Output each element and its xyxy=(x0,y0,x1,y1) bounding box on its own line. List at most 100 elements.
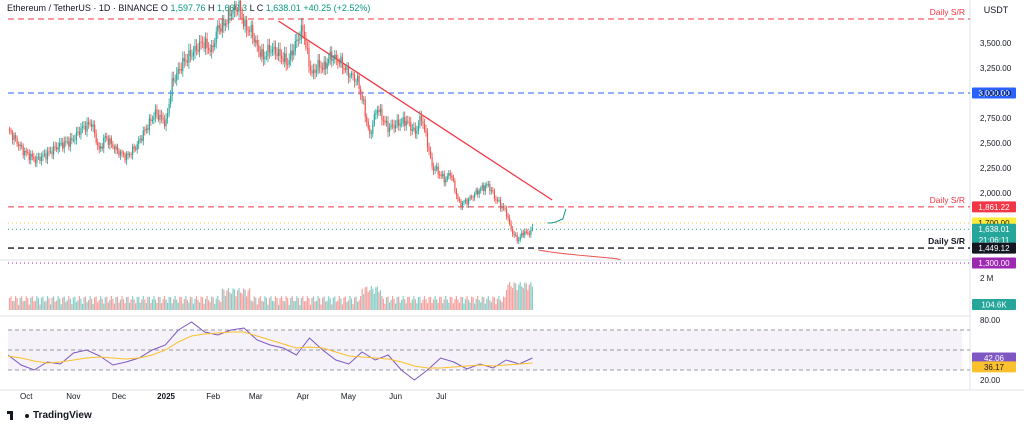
volume-bar xyxy=(56,300,58,310)
candle-body xyxy=(136,144,138,150)
volume-bar xyxy=(531,286,533,310)
candle-body xyxy=(509,217,511,224)
candle-body xyxy=(214,43,216,47)
candle-body xyxy=(217,25,219,32)
candle-body xyxy=(208,47,210,50)
volume-bar xyxy=(112,298,114,310)
volume-bar xyxy=(151,299,153,310)
volume-bar xyxy=(100,296,102,310)
candle-body xyxy=(142,130,144,141)
volume-bar xyxy=(132,296,134,310)
candle-body xyxy=(376,110,378,114)
candle-body xyxy=(486,184,488,186)
candle-body xyxy=(291,50,293,56)
time-tick-label: Jun xyxy=(389,392,402,401)
volume-bar xyxy=(243,288,245,310)
candle-body xyxy=(518,239,520,241)
volume-bar xyxy=(319,298,321,310)
volume-bar xyxy=(361,288,363,310)
candle-body xyxy=(372,123,374,134)
volume-bar xyxy=(259,296,261,310)
price-badge xyxy=(972,257,1016,269)
volume-bar xyxy=(449,296,451,310)
candle-body xyxy=(281,55,283,59)
candle-body xyxy=(125,153,128,161)
candle-body xyxy=(499,200,502,209)
candle-body xyxy=(381,108,383,121)
candle-body xyxy=(227,9,229,24)
candle-body xyxy=(334,54,336,60)
candle-body xyxy=(375,113,377,115)
candle-body xyxy=(132,146,134,155)
volume-bar xyxy=(113,303,115,310)
candle-body xyxy=(109,138,111,145)
volume-bar xyxy=(391,296,394,310)
volume-bar xyxy=(94,297,96,310)
bullish-projection-arrow xyxy=(547,208,567,224)
candle-body xyxy=(133,146,135,149)
candle-body xyxy=(524,231,526,236)
volume-bar xyxy=(180,297,182,310)
price-badge-label: 1,700.00 xyxy=(978,219,1010,228)
candle-body xyxy=(449,173,451,176)
candle-body xyxy=(332,59,334,61)
candle-body xyxy=(466,199,468,205)
candle-body xyxy=(528,233,530,235)
candle-body xyxy=(414,127,416,134)
candle-body xyxy=(513,233,515,236)
tradingview-logo[interactable]: TradingView xyxy=(7,410,92,421)
candle-body xyxy=(296,39,298,42)
volume-bar xyxy=(118,302,120,310)
candle-body xyxy=(495,198,497,201)
volume-bar xyxy=(86,302,88,310)
candle-body xyxy=(148,118,150,130)
candle-body xyxy=(315,70,318,73)
volume-bar xyxy=(338,296,340,310)
candle-body xyxy=(206,38,208,48)
candle-body xyxy=(294,41,296,52)
candle-body xyxy=(306,47,309,49)
volume-bar xyxy=(95,296,97,310)
candle-body xyxy=(331,51,333,61)
candle-body xyxy=(422,120,424,124)
candle-body xyxy=(192,52,195,56)
volume-bar xyxy=(53,296,55,310)
candle-body xyxy=(522,232,524,236)
candle-body xyxy=(501,206,503,209)
candle-body xyxy=(21,144,23,147)
volume-bar xyxy=(290,297,292,310)
volume-bar xyxy=(69,298,71,310)
candle-body xyxy=(428,147,430,151)
volume-bar xyxy=(91,298,93,310)
candle-body xyxy=(224,23,226,26)
candle-body xyxy=(417,125,419,131)
candle-body xyxy=(521,232,523,237)
candle-body xyxy=(80,128,82,135)
tradingview-dot-icon xyxy=(25,413,29,418)
candle-body xyxy=(229,9,231,17)
quote-currency-label[interactable]: USDT xyxy=(984,5,1009,15)
volume-bar xyxy=(323,296,325,310)
volume-bar xyxy=(267,304,269,310)
price-tick-label: 2,750.00 xyxy=(980,114,1012,123)
volume-bar xyxy=(10,296,12,310)
candle-body xyxy=(271,49,274,52)
candle-body xyxy=(163,120,166,127)
candle-body xyxy=(236,9,239,12)
volume-bar xyxy=(413,296,415,310)
candle-body xyxy=(519,236,521,240)
candle-body xyxy=(157,114,160,120)
symbol-label[interactable]: Ethereum / TetherUS · 1D · BINANCE xyxy=(7,3,159,13)
candle-body xyxy=(106,136,108,139)
candle-body xyxy=(168,104,170,114)
volume-bar xyxy=(469,302,471,310)
price-axis: 3,500.00 3,250.00 3,000.00 2,750.00 2,500.00… xyxy=(980,39,1012,198)
volume-bar xyxy=(208,300,210,310)
candle-body xyxy=(183,58,185,62)
volume-bar xyxy=(40,297,43,310)
volume-bar xyxy=(417,296,419,310)
volume-bar xyxy=(358,300,360,310)
volume-bar xyxy=(306,296,309,310)
candle-body xyxy=(211,45,213,52)
